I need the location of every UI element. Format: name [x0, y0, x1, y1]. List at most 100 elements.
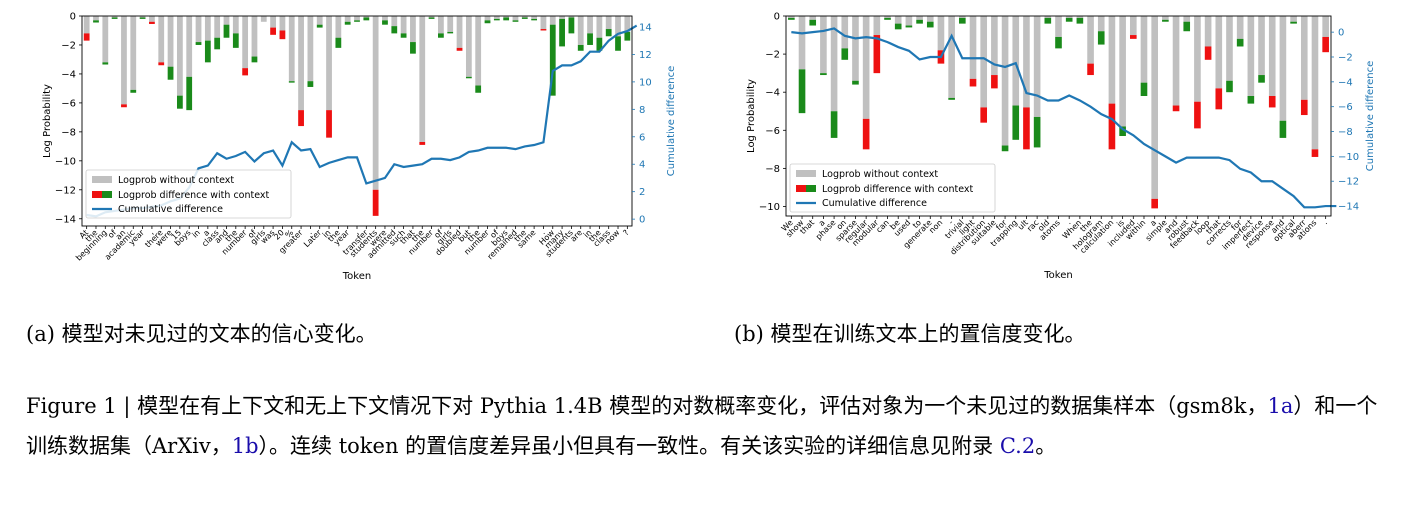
x-tick-label-38: of — [432, 228, 444, 240]
legend-swatch-neg — [92, 191, 102, 198]
bar-base-42 — [475, 16, 482, 86]
bar-diff-20 — [270, 27, 276, 35]
y-tick-label-5: −10 — [55, 156, 76, 167]
bar-diff-27 — [1076, 17, 1084, 24]
bar-base-24 — [1044, 16, 1052, 18]
bar-diff-2 — [809, 19, 817, 26]
bar-diff-3 — [820, 73, 827, 76]
ref-link-1a[interactable]: 1a — [1267, 394, 1294, 418]
bar-base-33 — [391, 16, 398, 27]
bar-diff-46 — [1279, 120, 1287, 138]
caption-text-2: ）和一个训练数据集（ArXiv， — [26, 394, 1378, 458]
bar-base-47 — [1290, 16, 1297, 22]
bar-base-27 — [335, 16, 342, 38]
bar-base-55 — [596, 16, 603, 38]
bar-diff-17 — [969, 78, 977, 87]
bar-base-56 — [605, 16, 612, 30]
y2-tick-label-5: −10 — [1338, 152, 1359, 163]
bar-diff-23 — [1033, 116, 1041, 148]
bar-diff-41 — [465, 76, 472, 79]
bar-base-1 — [798, 16, 806, 70]
bar-diff-33 — [391, 26, 398, 34]
legend-swatch-base — [92, 176, 112, 183]
bar-diff-7 — [149, 21, 155, 24]
legend-swatch-base — [796, 170, 816, 177]
bar-base-32 — [382, 16, 388, 21]
x-tick-label-15: - — [947, 218, 955, 226]
bar-diff-40 — [1215, 88, 1223, 110]
bar-base-22 — [1023, 16, 1030, 108]
y-tick-label-5: −10 — [759, 202, 780, 213]
y-tick-label-6: −12 — [55, 185, 76, 196]
bar-diff-38 — [1194, 101, 1201, 129]
bar-diff-5 — [841, 48, 849, 60]
bar-diff-29 — [1097, 31, 1105, 45]
y-tick-label-1: −2 — [765, 50, 780, 61]
x-tick-label-24: . — [306, 228, 314, 236]
bar-diff-49 — [1311, 149, 1319, 157]
bar-diff-57 — [615, 36, 621, 51]
x-tick-label-58: ? — [621, 228, 630, 237]
bar-base-17 — [969, 16, 977, 79]
bar-base-18 — [980, 16, 988, 108]
bar-base-35 — [1162, 16, 1169, 20]
legend-label-cum: Cumulative difference — [822, 198, 927, 209]
bar-diff-19 — [991, 75, 998, 89]
bar-base-29 — [354, 16, 360, 21]
bar-diff-13 — [204, 40, 211, 63]
y2-tick-label-0: 0 — [1338, 28, 1344, 39]
ref-link-1b[interactable]: 1b — [231, 434, 259, 458]
y2-axis-label: Cumulative difference — [1365, 61, 1376, 171]
y2-tick-label-6: 12 — [639, 50, 652, 61]
bar-base-28 — [1087, 16, 1094, 64]
y2-axis-label: Cumulative difference — [666, 66, 677, 176]
bar-diff-7 — [862, 118, 870, 150]
bar-diff-58 — [624, 31, 631, 41]
legend-label-base: Logprob without context — [118, 175, 234, 186]
bar-base-36 — [419, 16, 426, 142]
bar-base-58 — [624, 16, 631, 32]
bar-diff-39 — [1204, 46, 1212, 60]
bar-base-34 — [400, 16, 407, 34]
bar-diff-52 — [568, 17, 575, 34]
ref-link-appendix[interactable]: C.2 — [999, 434, 1036, 458]
bar-diff-13 — [926, 21, 934, 28]
x-tick-label-13: a — [201, 228, 211, 238]
bar-diff-10 — [176, 95, 183, 109]
bar-diff-46 — [512, 20, 519, 22]
y-axis-label: Log Probability — [42, 84, 53, 158]
bar-base-2 — [809, 16, 817, 20]
bar-base-7 — [149, 16, 155, 22]
bar-diff-1 — [93, 20, 99, 23]
y-tick-label-7: −14 — [55, 214, 76, 225]
bar-base-46 — [1279, 16, 1287, 121]
bar-diff-22 — [1023, 107, 1030, 150]
x-tick-label-29: , — [352, 228, 360, 236]
bar-base-44 — [1258, 16, 1265, 76]
bar-base-14 — [937, 16, 945, 51]
bar-diff-48 — [531, 18, 538, 21]
bar-diff-44 — [1258, 75, 1265, 83]
bar-base-6 — [139, 16, 146, 18]
bar-diff-21 — [279, 30, 286, 40]
bar-base-6 — [852, 16, 859, 81]
bar-base-30 — [1108, 16, 1116, 104]
bar-diff-56 — [605, 29, 612, 37]
bar-base-57 — [615, 16, 621, 37]
bar-diff-28 — [344, 21, 351, 25]
bar-diff-25 — [1055, 36, 1062, 49]
bar-base-4 — [121, 16, 127, 105]
subcaption-a: (a) 模型对未见过的文本的信心变化。 — [26, 322, 377, 346]
bar-diff-39 — [447, 31, 454, 34]
plot-frame — [785, 15, 1332, 217]
x-tick-label-3: of — [106, 228, 118, 240]
bar-base-23 — [298, 16, 304, 111]
bar-base-26 — [326, 16, 332, 111]
bar-diff-50 — [1322, 36, 1329, 53]
bar-diff-27 — [335, 37, 342, 48]
bar-diff-8 — [158, 62, 165, 66]
bar-base-9 — [884, 16, 891, 18]
bar-diff-4 — [830, 111, 838, 138]
